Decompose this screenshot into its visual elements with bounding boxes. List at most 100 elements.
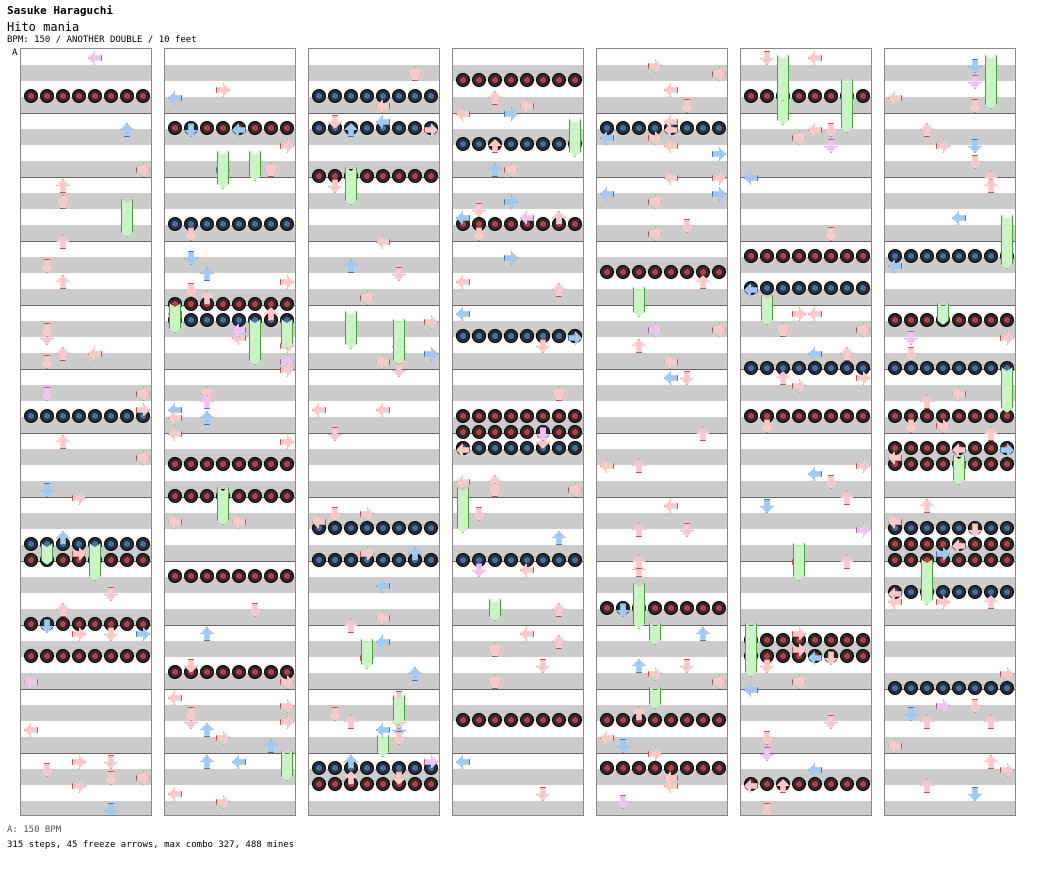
measure-line xyxy=(165,497,295,498)
mine xyxy=(200,217,214,231)
mine xyxy=(968,313,982,327)
mine xyxy=(776,633,790,647)
step-arrow-up xyxy=(56,235,70,249)
step-arrow-up xyxy=(56,275,70,289)
mine xyxy=(952,313,966,327)
mine xyxy=(936,249,950,263)
step-arrow-left xyxy=(168,91,182,105)
mine xyxy=(360,777,374,791)
song-title: Hito mania xyxy=(7,20,80,34)
measure-line xyxy=(21,113,151,114)
mine xyxy=(536,713,550,727)
mine xyxy=(328,521,342,535)
mine xyxy=(168,457,182,471)
step-arrow-down xyxy=(968,787,982,801)
mine xyxy=(920,361,934,375)
step-arrow-up xyxy=(264,739,278,753)
measure-line xyxy=(741,305,871,306)
mine xyxy=(376,777,390,791)
step-arrow-up xyxy=(200,627,214,641)
step-arrow-up xyxy=(200,267,214,281)
measure-line xyxy=(309,433,439,434)
mine xyxy=(952,585,966,599)
mine xyxy=(24,649,38,663)
mine xyxy=(376,761,390,775)
step-arrow-up xyxy=(408,667,422,681)
mine xyxy=(472,329,486,343)
mine xyxy=(968,553,982,567)
mine xyxy=(424,553,438,567)
step-arrow-right xyxy=(712,675,726,689)
step-arrow-left xyxy=(888,739,902,753)
step-arrow-up xyxy=(120,123,134,137)
step-arrow-up xyxy=(776,323,790,337)
step-arrow-left xyxy=(744,683,758,697)
mine xyxy=(904,313,918,327)
mine xyxy=(216,665,230,679)
measure-line xyxy=(885,369,1015,370)
mine xyxy=(232,489,246,503)
measure-line xyxy=(885,241,1015,242)
mine xyxy=(600,713,614,727)
mine xyxy=(904,441,918,455)
mine xyxy=(936,537,950,551)
mine xyxy=(488,329,502,343)
measure-line xyxy=(885,753,1015,754)
step-arrow-right xyxy=(136,771,150,785)
mine xyxy=(168,569,182,583)
mine xyxy=(616,713,630,727)
mine xyxy=(248,217,262,231)
mine xyxy=(488,713,502,727)
mine xyxy=(328,777,342,791)
step-arrow-right xyxy=(712,147,726,161)
mine xyxy=(536,217,550,231)
step-arrow-down xyxy=(184,251,198,265)
mine xyxy=(536,73,550,87)
step-arrow-right xyxy=(504,107,518,121)
mine xyxy=(72,409,86,423)
measure-line xyxy=(21,305,151,306)
measure-line xyxy=(597,689,727,690)
mine xyxy=(200,457,214,471)
step-arrow-down xyxy=(824,139,838,153)
step-arrow-down xyxy=(824,227,838,241)
mine xyxy=(328,553,342,567)
chart-column-1 xyxy=(20,48,152,816)
mine xyxy=(760,361,774,375)
step-arrow-right xyxy=(216,795,230,809)
mine xyxy=(856,281,870,295)
mine xyxy=(392,553,406,567)
mine xyxy=(760,777,774,791)
step-arrow-left xyxy=(664,83,678,97)
measure-line xyxy=(453,497,583,498)
step-arrow-up xyxy=(552,603,566,617)
step-arrow-down xyxy=(824,123,838,137)
mine xyxy=(744,89,758,103)
mine xyxy=(472,73,486,87)
mine xyxy=(680,761,694,775)
freeze-arrow xyxy=(217,151,229,189)
step-arrow-up xyxy=(264,163,278,177)
mine xyxy=(712,121,726,135)
mine xyxy=(552,409,566,423)
mine xyxy=(520,137,534,151)
freeze-arrow xyxy=(921,559,933,605)
mine xyxy=(568,441,582,455)
mine xyxy=(504,425,518,439)
mine xyxy=(840,249,854,263)
mine xyxy=(488,409,502,423)
mine xyxy=(968,409,982,423)
step-arrow-up xyxy=(200,411,214,425)
step-arrow-right xyxy=(1000,667,1014,681)
step-arrow-down xyxy=(392,731,406,745)
mine xyxy=(88,649,102,663)
step-arrow-up xyxy=(840,555,854,569)
mine xyxy=(808,633,822,647)
step-arrow-up xyxy=(344,619,358,633)
mine xyxy=(488,217,502,231)
mine xyxy=(968,361,982,375)
freeze-arrow xyxy=(281,751,293,781)
step-arrow-down xyxy=(680,99,694,113)
mine xyxy=(904,521,918,535)
mine xyxy=(120,537,134,551)
